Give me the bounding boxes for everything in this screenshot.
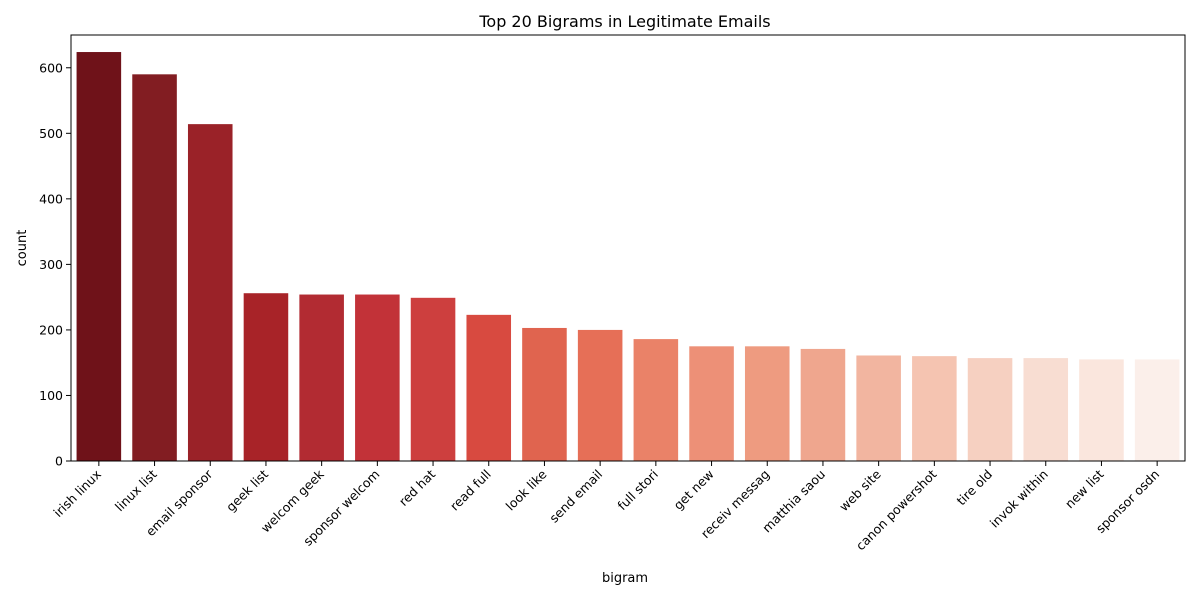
x-tick-label: tire old bbox=[953, 467, 995, 509]
y-tick-label: 100 bbox=[39, 388, 63, 403]
x-tick-label: read full bbox=[447, 467, 494, 514]
y-tick-label: 300 bbox=[39, 257, 63, 272]
x-tick-label: send email bbox=[546, 467, 605, 526]
x-tick-label: full stori bbox=[614, 467, 661, 514]
y-axis-label: count bbox=[15, 230, 30, 267]
y-tick-label: 400 bbox=[39, 191, 63, 206]
bar-web-site bbox=[856, 355, 901, 461]
bar-geek-list bbox=[243, 293, 289, 461]
bar-sponsor-welcom bbox=[355, 294, 400, 461]
bar-tire-old bbox=[967, 358, 1013, 461]
bar-get-new bbox=[689, 346, 734, 461]
y-tick-label: 200 bbox=[39, 322, 63, 337]
bar-email-sponsor bbox=[187, 124, 233, 461]
y-axis: 0 100 200 300 400 500 600 bbox=[39, 60, 71, 469]
bar-matthia-saou bbox=[800, 348, 846, 461]
bar-send-email bbox=[577, 329, 623, 461]
bar-canon-powershot bbox=[912, 356, 957, 461]
y-tick-label: 0 bbox=[55, 454, 63, 469]
x-tick-label: linux list bbox=[112, 466, 160, 514]
x-tick-label: invok within bbox=[987, 467, 1051, 531]
bar-irish-linux bbox=[76, 52, 122, 461]
bar-invok-within bbox=[1023, 358, 1069, 461]
bar-look-like bbox=[522, 327, 567, 461]
x-tick-label: red hat bbox=[396, 466, 438, 508]
x-tick-label: irish linux bbox=[50, 467, 104, 521]
x-tick-label: geek list bbox=[223, 466, 271, 514]
x-tick-label: look like bbox=[503, 466, 550, 513]
bars-group bbox=[76, 52, 1180, 462]
y-tick-label: 600 bbox=[39, 60, 63, 75]
x-axis-label: bigram bbox=[602, 571, 648, 586]
plot-frame bbox=[70, 34, 1186, 462]
bar-read-full bbox=[466, 314, 512, 461]
bar-red-hat bbox=[410, 297, 456, 461]
bar-receiv-messag bbox=[744, 346, 790, 461]
y-tick-label: 500 bbox=[39, 126, 63, 141]
x-tick-label: web site bbox=[836, 466, 884, 514]
bar-new-list bbox=[1079, 359, 1124, 461]
x-tick-label: get new bbox=[670, 467, 716, 513]
bar-welcom-geek bbox=[299, 294, 344, 461]
bar-linux-list bbox=[132, 74, 177, 462]
bar-full-stori bbox=[633, 339, 679, 461]
chart-title: Top 20 Bigrams in Legitimate Emails bbox=[478, 12, 770, 31]
bar-sponsor-osdn bbox=[1134, 359, 1180, 461]
x-tick-label: new list bbox=[1062, 466, 1107, 511]
